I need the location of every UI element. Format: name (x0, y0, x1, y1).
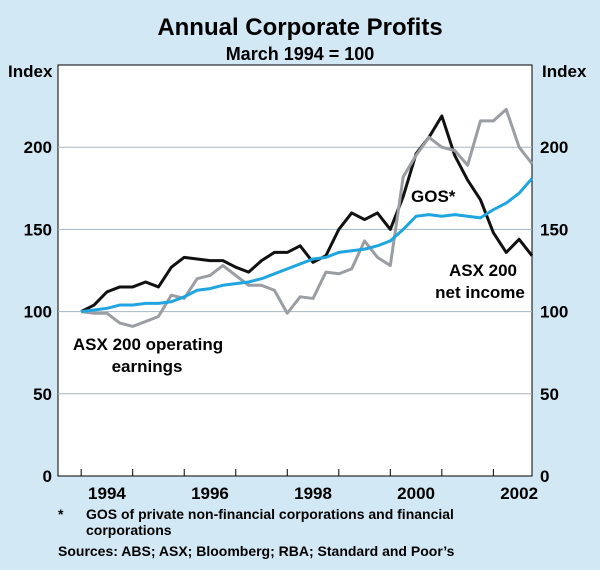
x-tick-label: 2000 (397, 484, 435, 503)
operating-earnings-line (80, 107, 534, 328)
series-annotations: GOS* ASX 200 net income ASX 200 operating ea… (73, 187, 525, 376)
y-tick-label-left: 0 (43, 467, 52, 486)
y-tick-label-right: 0 (540, 467, 549, 486)
operating-earnings-label-line1: ASX 200 operating (73, 335, 223, 354)
x-tick-label: 1996 (191, 484, 229, 503)
x-tick-label: 2002 (500, 484, 538, 503)
plot-area (57, 64, 533, 477)
tick-labels: 0 0 50 50 100 100 150 150 200 200 1994 1996 1998 2000… (24, 138, 569, 503)
y-axis-label-right: Index (542, 62, 587, 81)
net-income-label-line2: net income (435, 283, 525, 302)
x-tick-label: 1994 (88, 484, 126, 503)
footnote-text: GOS of private non-financial corporation… (86, 506, 454, 538)
y-tick-label-right: 100 (540, 303, 568, 322)
net-income-line (80, 114, 534, 313)
x-tick-label: 1998 (294, 484, 332, 503)
y-tick-label-left: 50 (33, 385, 52, 404)
series-lines (80, 107, 534, 328)
y-axis-label-left: Index (8, 62, 53, 81)
net-income-label-line1: ASX 200 (449, 261, 517, 280)
footnote: * GOS of private non-financial corporati… (58, 506, 538, 538)
sources-text: Sources: ABS; ASX; Bloomberg; RBA; Stand… (58, 543, 455, 559)
y-tick-label-left: 200 (24, 138, 52, 157)
y-tick-label-left: 150 (24, 220, 52, 239)
operating-earnings-label-line2: earnings (112, 357, 183, 376)
gos-label: GOS* (411, 187, 456, 206)
chart-title: Annual Corporate Profits (157, 14, 443, 41)
y-tick-label-left: 100 (24, 303, 52, 322)
y-tick-label-right: 200 (540, 138, 568, 157)
y-tick-label-right: 50 (540, 385, 559, 404)
chart-subtitle: March 1994 = 100 (225, 44, 375, 64)
footnote-marker: * (58, 506, 64, 522)
y-tick-label-right: 150 (540, 220, 568, 239)
gos-line (80, 177, 534, 314)
